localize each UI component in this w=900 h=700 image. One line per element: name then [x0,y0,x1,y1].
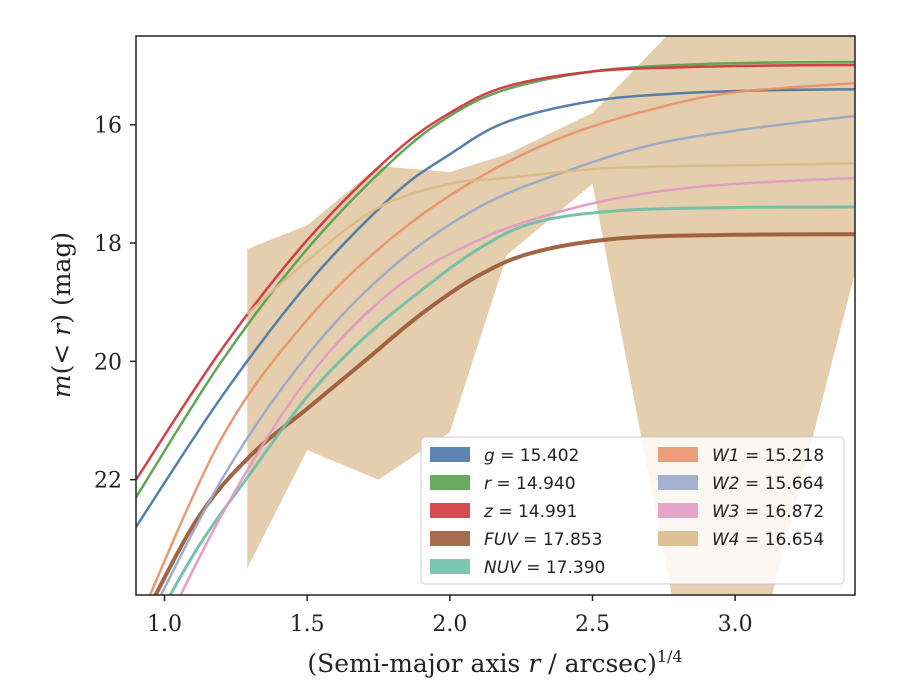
series-fuv-line [153,232,855,595]
legend-swatch-fuv [430,531,470,546]
series-r-line [136,60,855,499]
legend-swatch-g [430,447,470,462]
legend-label-r: r = 14.940 [484,474,576,494]
legend-label-w3: W3 = 16.872 [712,502,824,522]
legend-swatch-w4 [658,531,698,546]
x-tick-label: 2.5 [575,612,610,637]
x-tick-label: 1.0 [147,612,182,637]
legend-label-w1: W1 = 15.218 [712,446,824,466]
y-tick-label: 22 [94,469,122,494]
y-tick-label: 18 [94,232,122,257]
series-w3-line [179,176,855,595]
legend-swatch-r [430,475,470,490]
series-w1-line [148,82,855,595]
y-tick-label: 16 [94,114,122,139]
series-w2-line [159,114,855,595]
y-ticks: 16 18 20 22 [94,114,136,494]
legend-swatch-nuv [430,559,470,574]
curve-lines [136,60,855,595]
x-axis-label: (Semi-major axis r / arcsec)1/4 [307,647,682,678]
legend-label-g: g = 15.402 [484,446,579,466]
x-ticks: 1.0 1.5 2.0 2.5 3.0 [147,595,753,637]
legend-label-nuv: NUV = 17.390 [484,558,605,578]
x-tick-label: 2.0 [432,612,467,637]
plot-frame [135,35,856,596]
legend-label-z: z = 14.991 [483,502,577,522]
legend-label-fuv: FUV = 17.853 [484,530,602,550]
series-w4-line [246,161,855,315]
x-tick-label: 1.5 [290,612,325,637]
x-tick-label: 3.0 [718,612,753,637]
legend: g = 15.402 r = 14.940 z = 14.991 FUV = 17.8… [420,436,845,585]
legend-swatch-w2 [658,475,698,490]
legend-label-w4: W4 = 16.654 [712,530,824,550]
y-tick-label: 20 [94,350,122,375]
series-z-line [136,63,855,481]
series-g-line [136,87,855,528]
legend-label-w2: W2 = 15.664 [712,474,824,494]
y-axis-label: m(< r) (mag) [47,232,76,398]
legend-frame [420,436,845,585]
legend-swatch-w3 [658,503,698,518]
legend-swatch-z [430,503,470,518]
legend-swatch-w1 [658,447,698,462]
